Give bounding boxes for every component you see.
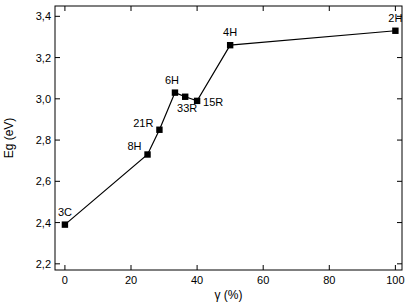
chart: 0 20 40 60 80 100 2,2 2,4 2,6 2,8 3,0 3,2 3,4 γ (%) Eg… [0, 0, 410, 305]
y-tick [397, 140, 402, 141]
point-label: 3C [58, 206, 72, 218]
x-tick-label: 0 [62, 274, 68, 286]
y-tick-label: 2,6 [36, 175, 51, 187]
y-tick [55, 16, 60, 17]
data-point [62, 221, 68, 227]
point-label: 6H [165, 74, 179, 86]
x-tick [263, 265, 264, 270]
y-tick-label: 2,2 [36, 258, 51, 270]
x-tick [197, 6, 198, 11]
y-tick [397, 98, 402, 99]
point-label: 33R [177, 102, 197, 114]
x-tick [395, 6, 396, 11]
y-tick [55, 57, 60, 58]
y-tick-label: 2,8 [36, 134, 51, 146]
point-label: 15R [203, 96, 223, 108]
x-tick [131, 6, 132, 11]
y-tick [397, 263, 402, 264]
data-line [65, 31, 395, 225]
y-tick-label: 2,4 [36, 217, 51, 229]
x-tick [395, 265, 396, 270]
data-group [62, 28, 399, 228]
y-tick-label: 3,0 [36, 93, 51, 105]
x-tick-label: 60 [257, 274, 269, 286]
y-tick [55, 140, 60, 141]
point-label: 8H [127, 140, 141, 152]
y-tick [397, 57, 402, 58]
y-tick [397, 181, 402, 182]
x-tick [329, 265, 330, 270]
data-point [227, 42, 233, 48]
point-label: 4H [223, 26, 237, 38]
data-point [182, 94, 188, 100]
y-tick [397, 222, 402, 223]
y-axis-label: Eg (eV) [2, 118, 16, 159]
x-axis-label: γ (%) [215, 288, 243, 302]
data-point [144, 151, 150, 157]
y-tick [55, 263, 60, 264]
x-tick-label: 100 [386, 274, 404, 286]
x-tick [197, 265, 198, 270]
data-point [156, 127, 162, 133]
x-tick-label: 80 [323, 274, 335, 286]
x-tick [131, 265, 132, 270]
data-point [392, 28, 398, 34]
x-tick [329, 6, 330, 11]
y-tick-label: 3,4 [36, 10, 51, 22]
y-tick-label: 3,2 [36, 52, 51, 64]
x-tick-label: 40 [191, 274, 203, 286]
data-point [172, 89, 178, 95]
plot-frame [55, 6, 402, 270]
point-label: 21R [133, 117, 153, 129]
point-label: 2H [388, 12, 402, 24]
x-tick [64, 265, 65, 270]
x-tick [64, 6, 65, 11]
x-tick-label: 20 [125, 274, 137, 286]
y-tick [55, 222, 60, 223]
y-tick [55, 98, 60, 99]
x-tick [263, 6, 264, 11]
y-tick [55, 181, 60, 182]
